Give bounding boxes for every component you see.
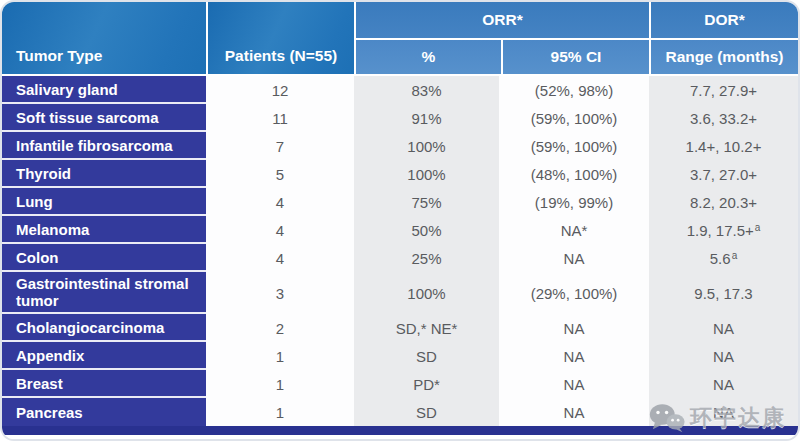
- header-orr-ci: 95% CI: [501, 40, 649, 74]
- patients-cell: 12: [206, 76, 354, 104]
- tumor-type-cell: Salivary gland: [2, 76, 206, 104]
- orr-ci-cell: (19%, 99%): [499, 188, 649, 216]
- table-row: Thyroid5100%(48%, 100%)3.7, 27.0+: [2, 160, 798, 188]
- tumor-type-cell: Thyroid: [2, 160, 206, 188]
- tumor-type-cell: Infantile fibrosarcoma: [2, 132, 206, 160]
- tumor-type-cell: Lung: [2, 188, 206, 216]
- orr-percent-cell: SD: [354, 398, 499, 426]
- patients-cell: 1: [206, 342, 354, 370]
- orr-ci-cell: NA: [499, 370, 649, 398]
- dor-range-cell: NA: [649, 370, 798, 398]
- patients-cell: 4: [206, 188, 354, 216]
- dor-range-cell: 7.7, 27.9+: [649, 76, 798, 104]
- dor-range-cell: 3.7, 27.0+: [649, 160, 798, 188]
- table-footer-bar: [2, 426, 798, 435]
- patients-cell: 5: [206, 160, 354, 188]
- orr-percent-cell: SD,* NE*: [354, 314, 499, 342]
- header-orr-percent: %: [356, 40, 501, 74]
- table-row: Gastrointestinal stromal tumor3100%(29%,…: [2, 272, 798, 314]
- orr-percent-cell: 100%: [354, 132, 499, 160]
- dor-range-cell: NA: [649, 342, 798, 370]
- table-row: Melanoma450%NA*1.9, 17.5+a: [2, 216, 798, 244]
- tumor-type-cell: Melanoma: [2, 216, 206, 244]
- table-header: Tumor Type Patients (N=55) ORR* % 95% CI…: [2, 2, 798, 76]
- dor-range-cell: 5.6a: [649, 244, 798, 272]
- table-row: Colon425%NA5.6a: [2, 244, 798, 272]
- orr-ci-cell: (48%, 100%): [499, 160, 649, 188]
- table-row: Cholangiocarcinoma2SD,* NE*NANA: [2, 314, 798, 342]
- table-body: Salivary gland1283%(52%, 98%)7.7, 27.9+S…: [2, 76, 798, 426]
- tumor-type-cell: Pancreas: [2, 398, 206, 426]
- dor-range-cell: 8.2, 20.3+: [649, 188, 798, 216]
- patients-cell: 7: [206, 132, 354, 160]
- dor-range-cell: 9.5, 17.3: [649, 272, 798, 314]
- screenshot-stage: Tumor Type Patients (N=55) ORR* % 95% CI…: [0, 0, 800, 441]
- orr-percent-cell: 91%: [354, 104, 499, 132]
- table-row: Infantile fibrosarcoma7100%(59%, 100%)1.…: [2, 132, 798, 160]
- orr-percent-cell: 100%: [354, 160, 499, 188]
- orr-percent-cell: SD: [354, 342, 499, 370]
- patients-cell: 4: [206, 216, 354, 244]
- table-row: Lung475%(19%, 99%)8.2, 20.3+: [2, 188, 798, 216]
- orr-ci-cell: (29%, 100%): [499, 272, 649, 314]
- header-dor-range: Range (months): [651, 40, 798, 74]
- header-dor-subrow: Range (months): [651, 40, 798, 74]
- tumor-type-cell: Soft tissue sarcoma: [2, 104, 206, 132]
- orr-ci-cell: (59%, 100%): [499, 104, 649, 132]
- header-dor: DOR*: [651, 2, 798, 40]
- orr-ci-cell: NA: [499, 244, 649, 272]
- orr-percent-cell: 100%: [354, 272, 499, 314]
- tumor-type-cell: Appendix: [2, 342, 206, 370]
- table-row: Soft tissue sarcoma1191%(59%, 100%)3.6, …: [2, 104, 798, 132]
- orr-ci-cell: NA*: [499, 216, 649, 244]
- orr-percent-cell: 25%: [354, 244, 499, 272]
- orr-percent-cell: PD*: [354, 370, 499, 398]
- tumor-type-cell: Gastrointestinal stromal tumor: [2, 272, 206, 314]
- header-orr-subrow: % 95% CI: [356, 40, 649, 74]
- header-tumor-type: Tumor Type: [2, 2, 206, 74]
- header-group-orr: ORR* % 95% CI: [354, 2, 649, 74]
- header-orr: ORR*: [356, 2, 649, 40]
- patients-cell: 3: [206, 272, 354, 314]
- patients-cell: 1: [206, 398, 354, 426]
- orr-ci-cell: NA: [499, 342, 649, 370]
- orr-percent-cell: 50%: [354, 216, 499, 244]
- dor-range-cell: NA: [649, 314, 798, 342]
- orr-ci-cell: (52%, 98%): [499, 76, 649, 104]
- header-group-dor: DOR* Range (months): [649, 2, 798, 74]
- table-row: Breast1PD*NANA: [2, 370, 798, 398]
- patients-cell: 4: [206, 244, 354, 272]
- orr-percent-cell: 83%: [354, 76, 499, 104]
- orr-ci-cell: NA: [499, 314, 649, 342]
- table-bottom-padding: [2, 435, 798, 439]
- patients-cell: 2: [206, 314, 354, 342]
- orr-percent-cell: 75%: [354, 188, 499, 216]
- patients-cell: 11: [206, 104, 354, 132]
- tumor-type-cell: Cholangiocarcinoma: [2, 314, 206, 342]
- table-row: Appendix1SDNANA: [2, 342, 798, 370]
- tumor-type-cell: Colon: [2, 244, 206, 272]
- dor-range-cell: 1.4+, 10.2+: [649, 132, 798, 160]
- patients-cell: 1: [206, 370, 354, 398]
- dor-range-cell: 3.6, 33.2+: [649, 104, 798, 132]
- table-row: Salivary gland1283%(52%, 98%)7.7, 27.9+: [2, 76, 798, 104]
- results-table-card: Tumor Type Patients (N=55) ORR* % 95% CI…: [0, 0, 800, 441]
- dor-range-cell: NA: [649, 398, 798, 426]
- tumor-type-cell: Breast: [2, 370, 206, 398]
- table-row: Pancreas1SDNANA: [2, 398, 798, 426]
- header-patients: Patients (N=55): [206, 2, 354, 74]
- orr-ci-cell: (59%, 100%): [499, 132, 649, 160]
- dor-range-cell: 1.9, 17.5+a: [649, 216, 798, 244]
- orr-ci-cell: NA: [499, 398, 649, 426]
